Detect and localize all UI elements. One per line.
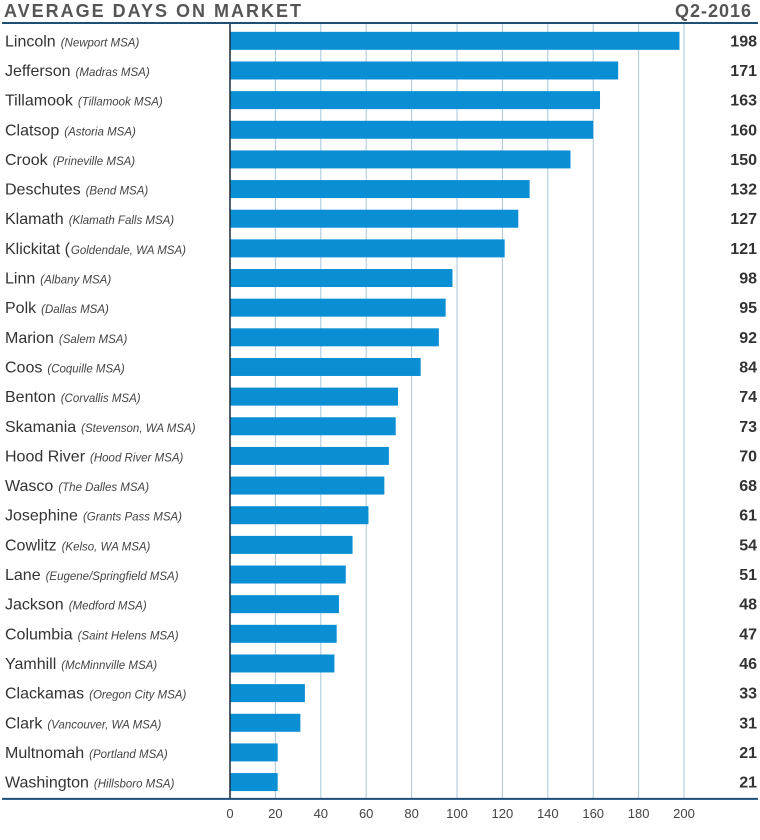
bar-cowlitz — [230, 535, 353, 554]
x-tick-label-60: 60 — [359, 806, 373, 821]
bar-lincoln — [230, 31, 680, 50]
bar-crook — [230, 150, 571, 169]
bar-marion — [230, 328, 439, 347]
category-label-washington: Washington (Hillsboro MSA) — [5, 775, 175, 792]
value-label-jackson: 48 — [739, 597, 757, 614]
value-label-wasco: 68 — [739, 478, 757, 495]
chart-period: Q2-2016 — [675, 1, 752, 21]
bar-columbia — [230, 624, 337, 643]
value-label-klickitat: 121 — [730, 241, 757, 258]
x-tick-label-120: 120 — [492, 806, 514, 821]
value-labels: 198 171 163 160 150 132 127 121 98 95 92 84 74 73 70 68… — [730, 33, 757, 791]
bar-klamath — [230, 209, 519, 228]
value-label-coos: 84 — [739, 359, 757, 376]
bars — [230, 31, 680, 792]
category-label-linn: Linn (Albany MSA) — [5, 271, 111, 288]
category-label-skamania: Skamania (Stevenson, WA MSA) — [5, 419, 196, 436]
category-label-polk: Polk (Dallas MSA) — [5, 300, 109, 317]
category-labels: Lincoln (Newport MSA) Jefferson (Madras MSA… — [5, 33, 196, 791]
bar-clatsop — [230, 120, 594, 139]
category-label-jefferson: Jefferson (Madras MSA) — [5, 63, 150, 80]
grid-lines — [274, 24, 685, 799]
value-label-yamhill: 46 — [739, 656, 757, 673]
value-label-multnomah: 21 — [739, 745, 757, 762]
x-tick-label-80: 80 — [404, 806, 418, 821]
value-label-columbia: 47 — [739, 626, 757, 643]
value-label-benton: 74 — [739, 389, 757, 406]
value-label-crook: 150 — [730, 152, 757, 169]
bar-clackamas — [230, 684, 305, 703]
bar-jackson — [230, 595, 339, 614]
category-label-tillamook: Tillamook (Tillamook MSA) — [5, 93, 163, 110]
bar-polk — [230, 298, 446, 317]
bar-linn — [230, 269, 453, 288]
category-label-clatsop: Clatsop (Astoria MSA) — [5, 122, 136, 139]
category-label-coos: Coos (Coquille MSA) — [5, 359, 125, 376]
bar-klickitat — [230, 239, 505, 258]
category-label-lane: Lane (Eugene/Springfield MSA) — [5, 567, 179, 584]
value-label-lincoln: 198 — [730, 33, 757, 50]
bar-josephine — [230, 506, 369, 525]
x-tick-label-0: 0 — [226, 806, 233, 821]
category-label-deschutes: Deschutes (Bend MSA) — [5, 182, 148, 199]
value-label-clark: 31 — [739, 715, 757, 732]
value-label-hood-river: 70 — [739, 448, 757, 465]
value-label-deschutes: 132 — [730, 182, 757, 199]
category-label-benton: Benton (Corvallis MSA) — [5, 389, 141, 406]
value-label-josephine: 61 — [739, 508, 757, 525]
value-label-polk: 95 — [739, 300, 757, 317]
bar-skamania — [230, 417, 396, 436]
value-label-lane: 51 — [739, 567, 757, 584]
x-tick-label-40: 40 — [314, 806, 328, 821]
bar-deschutes — [230, 180, 530, 199]
bar-hood-river — [230, 446, 389, 465]
x-tick-label-140: 140 — [537, 806, 559, 821]
bar-wasco — [230, 476, 385, 495]
x-tick-label-160: 160 — [582, 806, 604, 821]
x-tick-label-200: 200 — [673, 806, 695, 821]
x-tick-label-20: 20 — [268, 806, 282, 821]
x-tick-label-100: 100 — [446, 806, 468, 821]
category-label-clark: Clark (Vancouver, WA MSA) — [5, 715, 161, 732]
bar-clark — [230, 713, 301, 732]
value-label-klamath: 127 — [730, 211, 757, 228]
value-label-tillamook: 163 — [730, 93, 757, 110]
category-label-columbia: Columbia (Saint Helens MSA) — [5, 626, 179, 643]
category-label-klickitat: Klickitat (Goldendale, WA MSA) — [5, 241, 186, 258]
category-label-wasco: Wasco (The Dalles MSA) — [5, 478, 149, 495]
category-label-clackamas: Clackamas (Oregon City MSA) — [5, 686, 186, 703]
value-label-washington: 21 — [739, 775, 757, 792]
category-label-cowlitz: Cowlitz (Kelso, WA MSA) — [5, 537, 151, 554]
value-label-clackamas: 33 — [739, 686, 757, 703]
value-label-marion: 92 — [739, 330, 757, 347]
bar-benton — [230, 387, 398, 406]
category-label-crook: Crook (Prineville MSA) — [5, 152, 135, 169]
category-label-hood-river: Hood River (Hood River MSA) — [5, 448, 183, 465]
category-label-jackson: Jackson (Medford MSA) — [5, 597, 147, 614]
value-label-skamania: 73 — [739, 419, 757, 436]
bar-coos — [230, 357, 421, 376]
category-label-lincoln: Lincoln (Newport MSA) — [5, 33, 139, 50]
value-label-linn: 98 — [739, 271, 757, 288]
bar-multnomah — [230, 743, 278, 762]
x-tick-label-180: 180 — [628, 806, 650, 821]
category-label-josephine: Josephine (Grants Pass MSA) — [5, 508, 182, 525]
category-label-yamhill: Yamhill (McMinnville MSA) — [5, 656, 157, 673]
value-label-clatsop: 160 — [730, 122, 757, 139]
x-axis: 0 20 40 60 80 100 120 140 160 180 200 — [2, 22, 758, 821]
value-label-jefferson: 171 — [730, 63, 757, 80]
bar-jefferson — [230, 61, 619, 80]
category-label-multnomah: Multnomah (Portland MSA) — [5, 745, 168, 762]
value-label-cowlitz: 54 — [739, 537, 757, 554]
category-label-marion: Marion (Salem MSA) — [5, 330, 127, 347]
bar-tillamook — [230, 91, 601, 110]
chart-title: AVERAGE DAYS ON MARKET — [4, 1, 303, 21]
bar-washington — [230, 773, 278, 792]
bar-yamhill — [230, 654, 335, 673]
category-label-klamath: Klamath (Klamath Falls MSA) — [5, 211, 174, 228]
bar-lane — [230, 565, 346, 584]
